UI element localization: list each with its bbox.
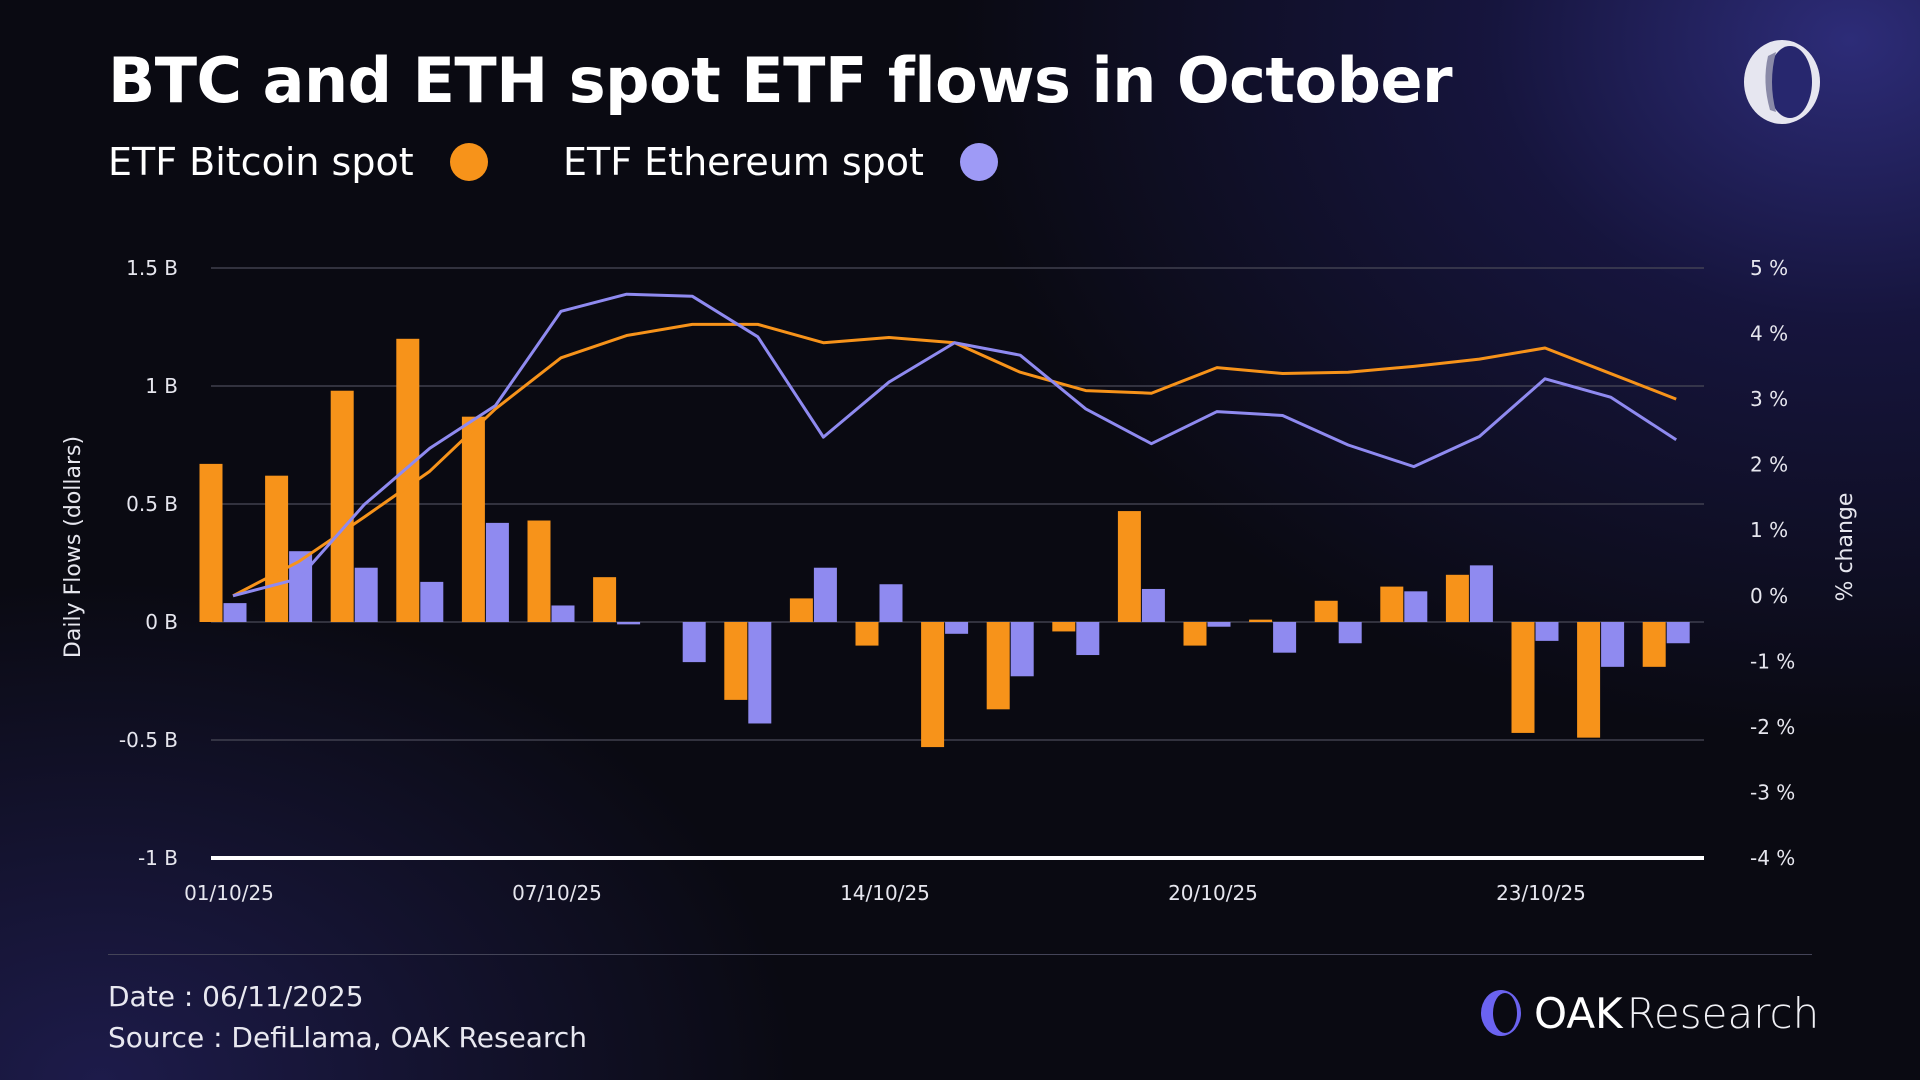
btc-bar <box>265 475 289 622</box>
brand-name-bold: OAK <box>1534 988 1623 1038</box>
footer-date: Date : 06/11/2025 <box>108 980 364 1013</box>
btc-bar <box>1511 622 1535 733</box>
btc-bar <box>1117 511 1141 622</box>
btc-bar <box>199 463 223 622</box>
footer-source: Source : DefiLlama, OAK Research <box>108 1021 587 1054</box>
btc-bar <box>1314 600 1338 622</box>
eth-bar <box>813 567 837 622</box>
eth-bar <box>1601 622 1625 667</box>
chart-title: BTC and ETH spot ETF flows in October <box>108 44 1453 117</box>
eth-bar <box>748 622 772 724</box>
y2-tick-label: -2 % <box>1750 715 1795 739</box>
btc-bar <box>1249 619 1273 622</box>
y2-tick-label: 3 % <box>1750 387 1788 411</box>
eth-bar <box>485 522 509 622</box>
btc-bar <box>1642 622 1666 667</box>
x-tick-label: 01/10/25 <box>184 881 274 905</box>
btc-line <box>232 322 1677 598</box>
eth-bar <box>879 584 903 622</box>
eth-bar <box>1273 622 1297 653</box>
eth-bar <box>1404 591 1428 622</box>
y2-tick-label: -4 % <box>1750 846 1795 870</box>
y-tick-label: -1 B <box>138 846 178 870</box>
eth-bar <box>617 622 641 625</box>
btc-bar <box>461 416 485 622</box>
btc-bar <box>789 598 813 622</box>
y2-tick-label: 5 % <box>1750 256 1788 280</box>
eth-line <box>232 292 1678 598</box>
y-tick-label: -0.5 B <box>119 728 178 752</box>
eth-bar <box>945 622 969 634</box>
eth-bar <box>1469 565 1493 622</box>
y-tick-label: 0.5 B <box>126 492 178 516</box>
y-tick-label: 1 B <box>145 374 178 398</box>
legend-swatch-purple <box>959 143 998 181</box>
y-tick-label: 0 B <box>145 610 178 634</box>
btc-bar <box>1577 622 1601 738</box>
eth-bar <box>1535 622 1559 641</box>
btc-bar <box>724 622 748 700</box>
btc-bar <box>1380 586 1404 622</box>
eth-bar <box>682 622 706 663</box>
y2-tick-label: -3 % <box>1750 780 1795 804</box>
x-tick-label: 07/10/25 <box>512 881 602 905</box>
legend-label: ETF Ethereum spot <box>563 140 924 184</box>
eth-bar <box>1010 622 1034 677</box>
chart: 1.5 B 1 B 0.5 B 0 B -0.5 B -1 B 5 % 4 % 3 % 2 % 1 … <box>61 256 1858 905</box>
eth-bar <box>551 605 575 622</box>
y2-tick-label: 4 % <box>1750 322 1788 346</box>
x-tick-label: 14/10/25 <box>840 881 930 905</box>
btc-bar <box>396 338 420 622</box>
btc-bar <box>1183 622 1207 646</box>
btc-bar <box>986 622 1010 710</box>
y2-axis-label: % change <box>1833 493 1858 602</box>
eth-bar <box>1076 622 1100 656</box>
y-tick-label: 1.5 B <box>126 256 178 280</box>
legend-label: ETF Bitcoin spot <box>108 140 414 184</box>
oak-logo-icon <box>1744 40 1820 124</box>
eth-bar <box>1666 622 1690 644</box>
btc-bar <box>1445 574 1469 622</box>
btc-bar <box>855 622 879 646</box>
eth-bar <box>223 603 247 622</box>
eth-bar <box>354 567 378 622</box>
oak-logo-icon <box>1481 990 1521 1036</box>
eth-bar <box>1207 622 1231 627</box>
x-tick-label: 20/10/25 <box>1168 881 1258 905</box>
eth-bar <box>1141 588 1165 622</box>
y2-tick-label: 0 % <box>1750 584 1788 608</box>
footer-divider <box>108 954 1812 955</box>
eth-bar <box>1338 622 1362 644</box>
y2-tick-label: 1 % <box>1750 518 1788 542</box>
legend-eth: ETF Ethereum spot <box>563 140 998 184</box>
btc-bar <box>330 390 354 622</box>
y2-tick-label: -1 % <box>1750 649 1795 673</box>
x-tick-label: 23/10/25 <box>1496 881 1586 905</box>
y-axis-label: Daily Flows (dollars) <box>61 436 86 658</box>
y2-tick-label: 2 % <box>1750 453 1788 477</box>
legend-swatch-orange <box>449 143 488 181</box>
btc-bar <box>921 622 945 748</box>
eth-bar <box>420 581 444 622</box>
btc-bar <box>1052 622 1076 632</box>
legend-btc: ETF Bitcoin spot <box>108 140 488 184</box>
btc-bar <box>593 577 617 622</box>
brand: OAKResearch <box>1478 988 1819 1038</box>
btc-bar <box>527 520 551 622</box>
brand-name-light: Research <box>1626 988 1820 1038</box>
